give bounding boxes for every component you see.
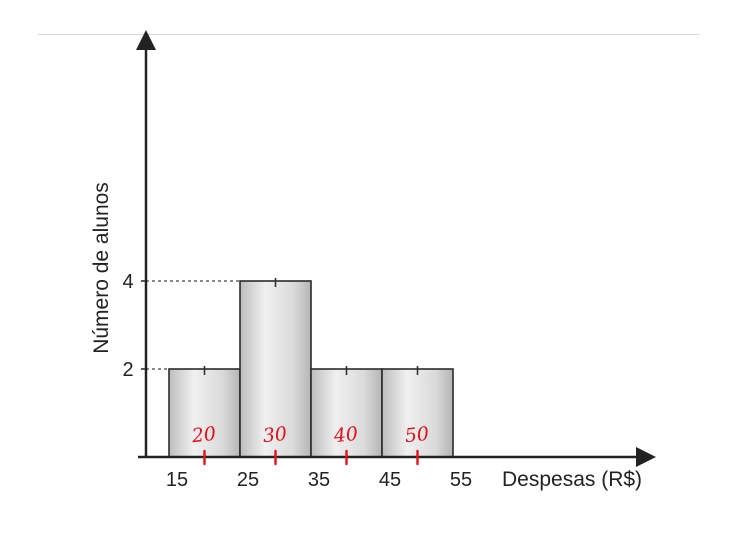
y-tick-label: 2 [122,359,133,381]
annotation-label: 50 [404,423,430,447]
y-ticks-layer: 24 [122,271,146,381]
x-tick-label: 15 [166,469,188,491]
x-tick-label: 35 [308,469,330,491]
top-divider [38,34,700,35]
x-tick-label: 55 [450,469,472,491]
x-tick-label: 45 [379,469,401,491]
histogram-bar-2 [239,280,312,458]
x-ticks-layer: 15 25 35 45 55 [166,469,472,491]
bars-layer [168,278,454,458]
histogram-bar-3 [310,368,383,458]
x-tick-label: 25 [237,469,259,491]
y-axis-title: Número de alunos [90,182,113,354]
x-axis-title: Despesas (R$) [502,468,642,491]
annotation-label: 40 [332,423,359,448]
y-tick-label: 4 [122,271,133,293]
annotation-label: 30 [262,423,288,447]
guide-lines-layer [146,280,240,370]
annotation-label: 20 [190,423,217,448]
handwritten-annotations: 20 30 40 50 [190,423,430,466]
